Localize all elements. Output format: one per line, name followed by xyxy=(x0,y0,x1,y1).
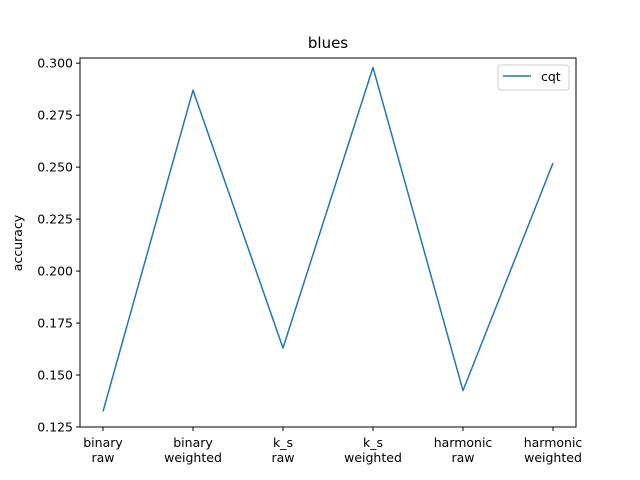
y-tick-label: 0.300 xyxy=(37,56,73,71)
series-group xyxy=(102,66,554,412)
y-tick-label: 0.150 xyxy=(37,368,73,383)
plot-frame xyxy=(79,57,577,428)
x-tick-label: binary weighted xyxy=(164,435,222,465)
y-tick-label: 0.225 xyxy=(37,212,73,227)
y-axis-label: accuracy xyxy=(10,214,25,271)
chart-title: blues xyxy=(308,34,348,52)
y-tick-label: 0.275 xyxy=(37,108,73,123)
legend-label-cqt: cqt xyxy=(541,69,561,84)
y-tick-label: 0.250 xyxy=(37,160,73,175)
y-tick-label: 0.200 xyxy=(37,264,73,279)
y-tick-label: 0.125 xyxy=(37,420,73,435)
y-tick-label: 0.175 xyxy=(37,316,73,331)
series-line-cqt xyxy=(102,66,554,412)
x-tick-label: k_s weighted xyxy=(344,435,402,465)
x-tick-label: k_s raw xyxy=(271,435,294,465)
axis-ticks: 0.125 0.150 0.175 0.200 0.225 0.250 0.275 0.300… xyxy=(37,56,582,465)
legend: cqt xyxy=(497,64,570,91)
legend-box xyxy=(497,64,570,91)
x-tick-label: binary raw xyxy=(83,435,123,465)
x-tick-label: harmonic raw xyxy=(434,435,493,465)
x-tick-label: harmonic weighted xyxy=(524,435,583,465)
